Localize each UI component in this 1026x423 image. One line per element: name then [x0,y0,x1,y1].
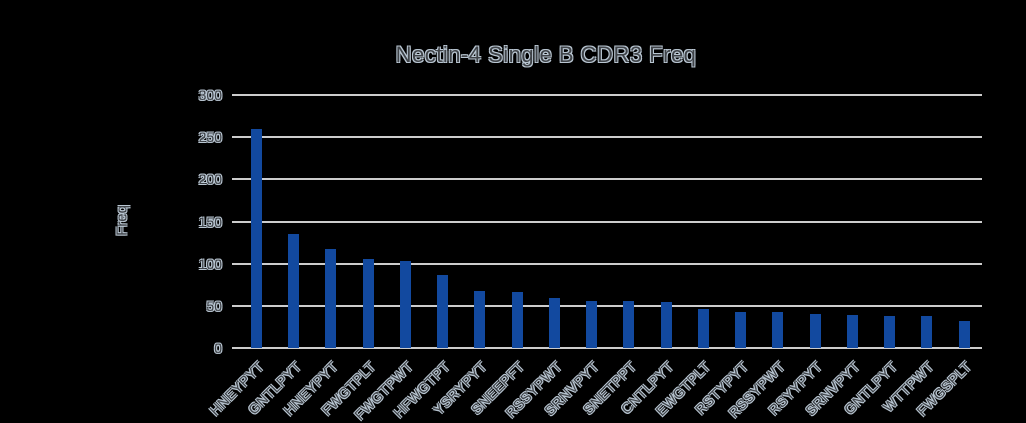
bar-13 [697,309,709,348]
gridline-0 [232,347,982,349]
bar-5 [399,261,411,348]
bar-4 [362,259,374,348]
bar-12 [660,302,672,348]
bar-16 [809,314,821,348]
bar-11 [623,300,635,348]
y-axis-title: Freq [113,205,131,236]
y-tick-label-250: 250 [198,129,222,146]
gridline-200 [232,178,982,181]
bar-19 [921,315,933,348]
gridline-100 [232,262,982,265]
gridline-250 [232,136,982,139]
y-tick-label-50: 50 [206,297,222,314]
bar-7 [474,290,486,348]
bar-6 [437,274,449,348]
bar-20 [958,321,970,348]
y-tick-label-100: 100 [198,255,222,272]
bar-1 [251,128,262,348]
gridline-300 [232,94,982,96]
bar-14 [735,311,747,348]
bar-8 [511,292,523,348]
bar-10 [586,300,598,348]
bar-3 [325,249,337,348]
bar-15 [772,311,784,348]
bar-18 [884,315,896,348]
y-tick-label-0: 0 [214,340,222,356]
y-tick-label-300: 300 [198,87,222,103]
bar-9 [548,298,560,348]
gridline-150 [232,220,982,223]
plot-area [232,94,982,349]
y-tick-label-200: 200 [198,171,222,188]
y-tick-label-150: 150 [198,213,222,230]
bar-17 [846,315,858,348]
bar-2 [288,234,300,348]
chart-title: Nectin-4 Single B CDR3 Freq [395,42,697,67]
gridline-50 [232,304,982,307]
